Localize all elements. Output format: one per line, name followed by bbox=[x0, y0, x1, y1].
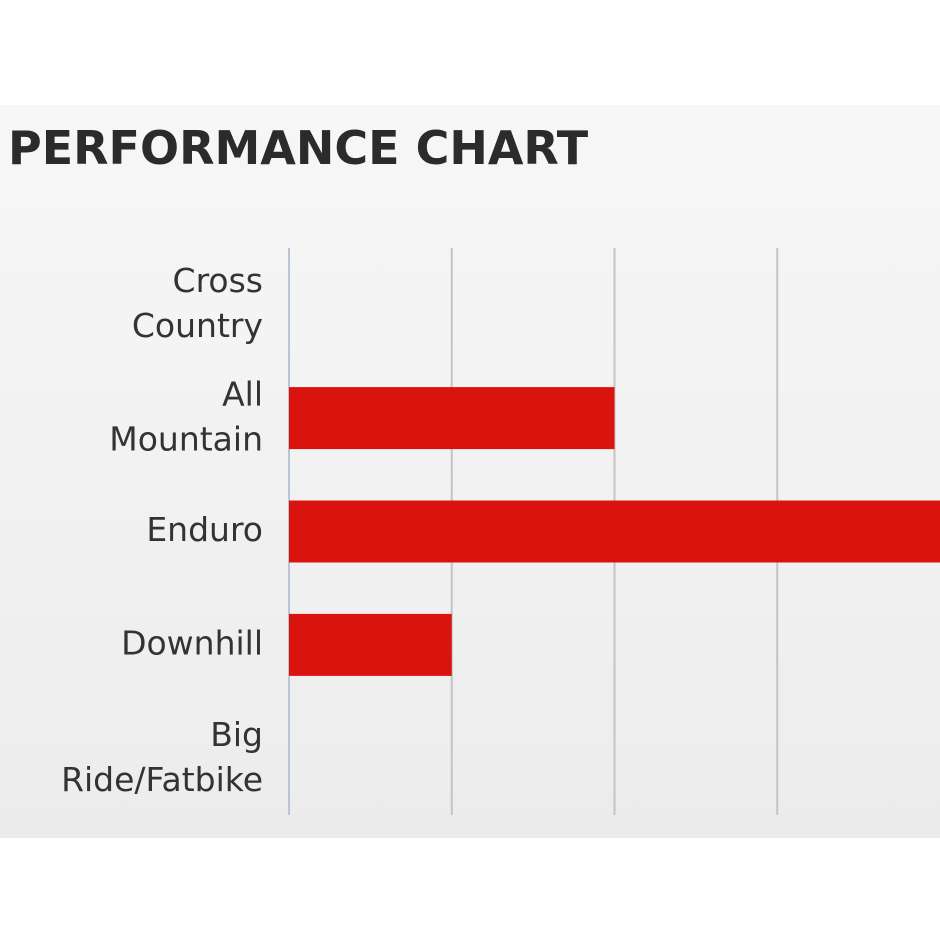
bar bbox=[289, 387, 615, 450]
bar bbox=[289, 613, 452, 676]
y-tick-label: Cross Country bbox=[132, 261, 263, 345]
bar bbox=[289, 500, 940, 563]
y-tick-label: Enduro bbox=[146, 510, 263, 549]
chart-title: PERFORMANCE CHART bbox=[8, 121, 589, 175]
panel bbox=[0, 105, 940, 838]
y-tick-label: Big Ride/Fatbike bbox=[61, 714, 263, 798]
y-tick-label: All Mountain bbox=[109, 374, 263, 458]
y-tick-label: Downhill bbox=[121, 623, 263, 662]
